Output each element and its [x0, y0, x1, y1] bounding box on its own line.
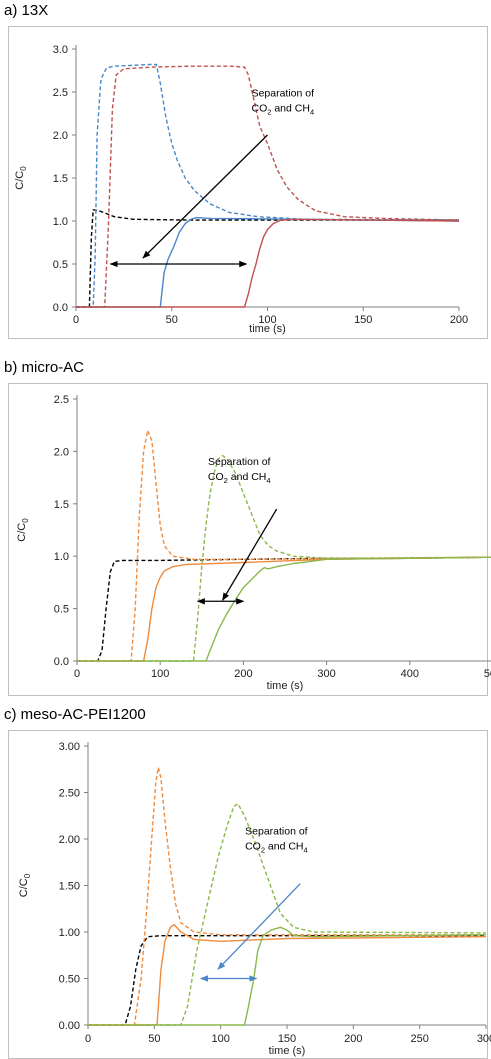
- x-tick-label: 100: [151, 668, 169, 680]
- annotation-text-line2: CO2 and CH4: [208, 471, 271, 485]
- series-line: [76, 209, 459, 308]
- x-tick-label: 100: [211, 1033, 229, 1045]
- chart-panel-b: 0.0 0.5 1.0 1.5 2.0 2.5 0 100 200 300 400 500 time (…: [8, 383, 491, 696]
- series-line: [88, 926, 487, 1026]
- x-tick-label: 150: [354, 314, 372, 326]
- y-tick-label: 2.5: [54, 394, 69, 406]
- y-tick-label: 0.50: [59, 974, 80, 986]
- y-tick-label: 0.0: [53, 302, 68, 314]
- series-line: [77, 556, 491, 662]
- x-tick-label: 150: [278, 1033, 296, 1045]
- x-axis-label: time (s): [269, 1045, 306, 1057]
- series-line: [76, 63, 460, 308]
- y-tick-label: 3.0: [53, 44, 68, 56]
- y-tick-label: 0.00: [59, 1020, 80, 1032]
- x-tick-label: 50: [148, 1033, 160, 1045]
- series-line: [77, 556, 491, 662]
- panel-title-b: b) micro-AC: [4, 359, 85, 376]
- x-tick-label: 300: [477, 1033, 491, 1045]
- series-line: [76, 216, 460, 308]
- y-tick-label: 2.0: [53, 130, 68, 142]
- series-line: [88, 923, 487, 1026]
- y-tick-label: 3.00: [59, 741, 80, 753]
- series-line: [77, 556, 491, 662]
- y-tick-label: 2.5: [53, 87, 68, 99]
- x-tick-label: 200: [344, 1033, 362, 1045]
- y-tick-label: 0.0: [54, 656, 69, 668]
- x-tick-label: 250: [410, 1033, 428, 1045]
- x-tick-label: 200: [234, 668, 252, 680]
- y-axis-label: C/C0: [14, 166, 28, 190]
- annotation-text-line2: CO2 and CH4: [252, 102, 315, 116]
- x-tick-label: 0: [74, 668, 80, 680]
- x-axis-label: time (s): [249, 323, 286, 335]
- y-tick-label: 2.00: [59, 834, 80, 846]
- chart-b-plot: 0.0 0.5 1.0 1.5 2.0 2.5 0 100 200 300 400 500 time (…: [16, 394, 491, 692]
- annotation-arrow: [222, 508, 278, 601]
- chart-c-plot: 0.00 0.50 1.00 1.50 2.00 2.50 3.00 0 50 100 150 200…: [18, 741, 491, 1057]
- series-line: [88, 935, 486, 1026]
- x-tick-label: 500: [484, 668, 491, 680]
- x-tick-label: 100: [258, 314, 276, 326]
- y-axis-label: C/C0: [18, 873, 32, 897]
- series-line: [77, 429, 491, 662]
- chart-panel-a: 0.0 0.5 1.0 1.5 2.0 2.5 3.0 0 50 100 150 200 time (s…: [8, 26, 488, 339]
- y-tick-label: 1.50: [59, 881, 80, 893]
- x-tick-label: 0: [85, 1033, 91, 1045]
- x-tick-label: 0: [73, 314, 79, 326]
- y-tick-label: 1.0: [54, 551, 69, 563]
- y-axis-label: C/C0: [16, 518, 30, 542]
- x-tick-label: 50: [166, 314, 178, 326]
- annotation-text-line1: Separation of: [245, 825, 308, 837]
- y-tick-label: 0.5: [54, 604, 69, 616]
- y-tick-label: 0.5: [53, 259, 68, 271]
- chart-panel-c: 0.00 0.50 1.00 1.50 2.00 2.50 3.00 0 50 100 150 200…: [8, 730, 491, 1059]
- y-tick-label: 1.5: [53, 173, 68, 185]
- x-tick-label: 300: [317, 668, 335, 680]
- series-line: [88, 766, 486, 1026]
- panel-title-a: a) 13X: [4, 2, 49, 19]
- annotation-arrow: [142, 134, 268, 259]
- series-line: [88, 803, 487, 1026]
- chart-a-plot: 0.0 0.5 1.0 1.5 2.0 2.5 3.0 0 50 100 150 200 time (s…: [14, 44, 468, 335]
- y-tick-label: 1.00: [59, 927, 80, 939]
- annotation-text-line1: Separation of: [208, 456, 271, 468]
- series-line: [76, 218, 460, 308]
- y-tick-label: 1.5: [54, 499, 69, 511]
- annotation-text-line1: Separation of: [252, 87, 315, 99]
- annotation-arrow: [217, 883, 301, 970]
- y-tick-label: 1.0: [53, 216, 68, 228]
- y-tick-label: 2.0: [54, 446, 69, 458]
- x-tick-label: 400: [401, 668, 419, 680]
- annotation-text-line2: CO2 and CH4: [245, 840, 308, 854]
- y-tick-label: 2.50: [59, 788, 80, 800]
- series-line: [76, 65, 460, 308]
- series-line: [77, 454, 491, 662]
- x-axis-label: time (s): [267, 680, 304, 692]
- panel-title-c: c) meso-AC-PEI1200: [4, 706, 146, 723]
- x-tick-label: 200: [450, 314, 468, 326]
